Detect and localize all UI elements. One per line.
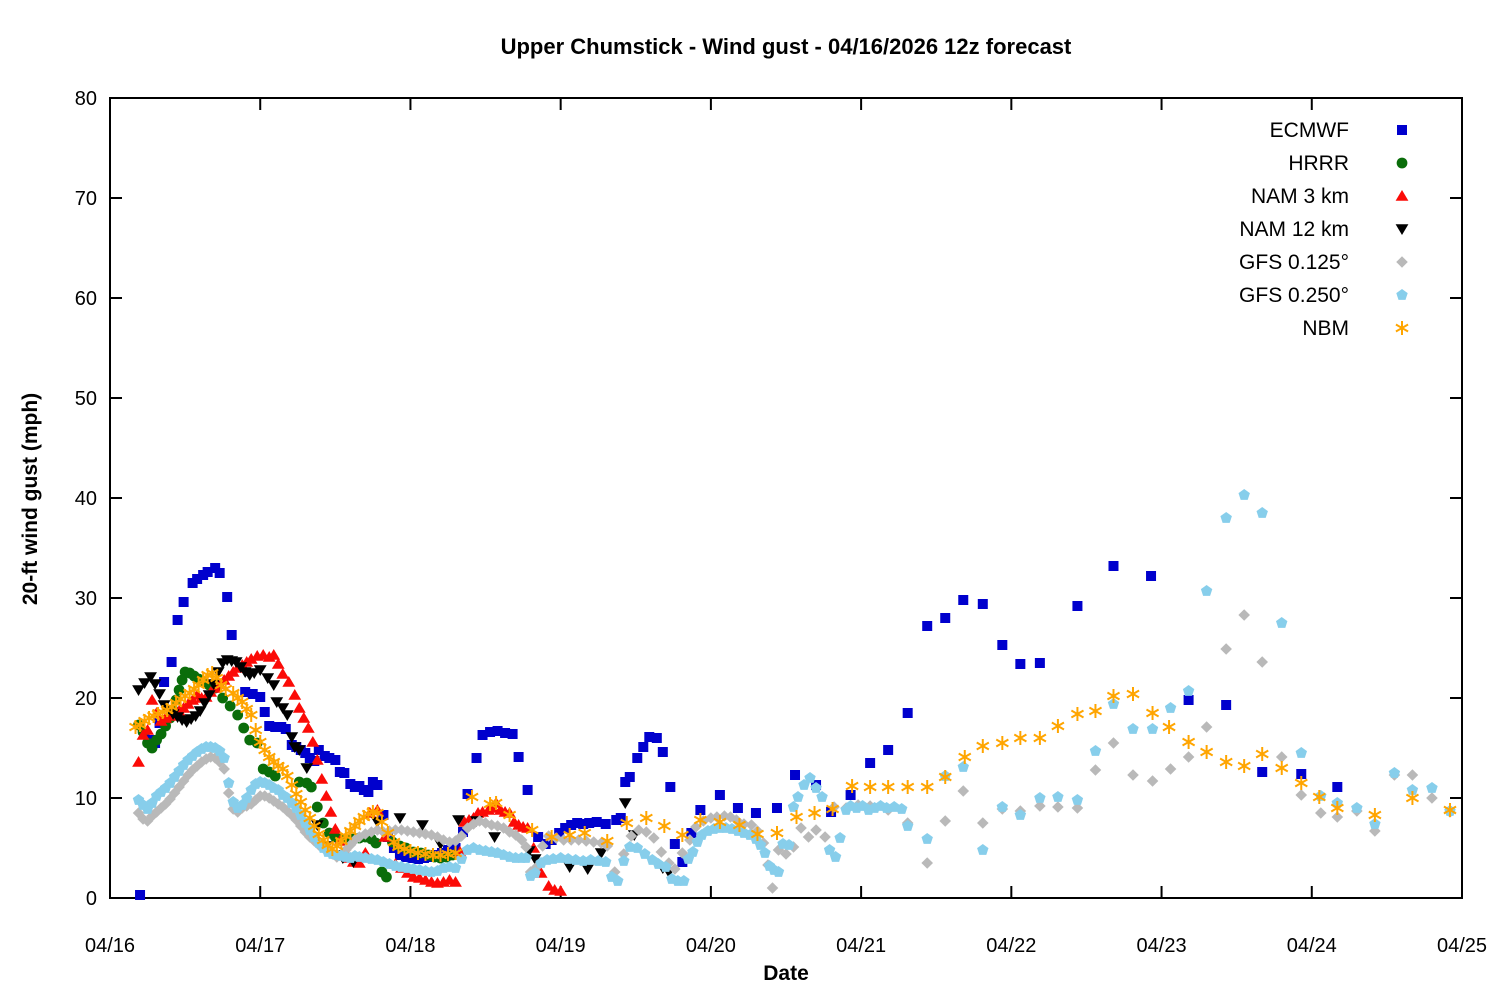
legend-entry-hrrr: HRRR (1288, 152, 1408, 175)
legend-marker-diamond-icon (1396, 256, 1408, 268)
legend-marker-square-icon (1397, 125, 1407, 135)
legend-marker-asterisk-icon (1395, 321, 1409, 335)
legend-marker-triangle-down-icon (1395, 224, 1409, 235)
x-tick-label: 04/18 (385, 935, 435, 957)
series-ecmwf (135, 561, 1343, 900)
x-tick-label: 04/19 (536, 935, 586, 957)
x-axis-label: Date (763, 962, 809, 985)
axes: 04/16 04/17 04/18 04/19 04/20 04/21 04/22 04/23… (75, 88, 1487, 957)
legend-label: NAM 3 km (1251, 185, 1349, 208)
series-gfs-0-250 (132, 489, 1456, 886)
x-tick-label: 04/20 (686, 935, 736, 957)
legend-label: NBM (1302, 317, 1349, 340)
legend-entry-nam-12-km: NAM 12 km (1239, 218, 1409, 241)
y-tick-label: 10 (75, 788, 97, 810)
chart-title: Upper Chumstick - Wind gust - 04/16/2026… (500, 34, 1072, 59)
series-nbm (128, 666, 1457, 862)
y-tick-label: 60 (75, 288, 97, 310)
y-axis-label: 20-ft wind gust (mph) (19, 392, 42, 606)
legend-entry-ecmwf: ECMWF (1270, 119, 1407, 142)
y-tick-label: 40 (75, 488, 97, 510)
legend-marker-pentagon-icon (1396, 289, 1408, 300)
x-tick-label: 04/17 (235, 935, 285, 957)
x-tick-label: 04/16 (85, 935, 135, 957)
legend-entry-gfs-0-250: GFS 0.250° (1239, 284, 1408, 307)
y-tick-label: 70 (75, 188, 97, 210)
legend-label: NAM 12 km (1239, 218, 1349, 241)
x-tick-label: 04/24 (1287, 935, 1337, 957)
y-tick-label: 0 (86, 888, 97, 910)
x-tick-label: 04/22 (986, 935, 1036, 957)
legend-entry-nam-3-km: NAM 3 km (1251, 185, 1409, 208)
x-tick-label: 04/25 (1437, 935, 1487, 957)
legend: ECMWF HRRR NAM 3 km NAM 12 km GFS 0.125° GFS … (1239, 119, 1409, 340)
y-tick-label: 20 (75, 688, 97, 710)
legend-label: GFS 0.125° (1239, 251, 1349, 274)
y-tick-label: 80 (75, 88, 97, 110)
legend-marker-circle-icon (1396, 157, 1408, 169)
legend-label: ECMWF (1270, 119, 1349, 142)
x-tick-label: 04/23 (1137, 935, 1187, 957)
y-tick-label: 30 (75, 588, 97, 610)
legend-entry-nbm: NBM (1302, 317, 1409, 340)
legend-entry-gfs-0-125: GFS 0.125° (1239, 251, 1408, 274)
y-tick-label: 50 (75, 388, 97, 410)
legend-label: HRRR (1288, 152, 1349, 175)
x-tick-label: 04/21 (836, 935, 886, 957)
legend-marker-triangle-up-icon (1395, 190, 1409, 201)
legend-label: GFS 0.250° (1239, 284, 1349, 307)
